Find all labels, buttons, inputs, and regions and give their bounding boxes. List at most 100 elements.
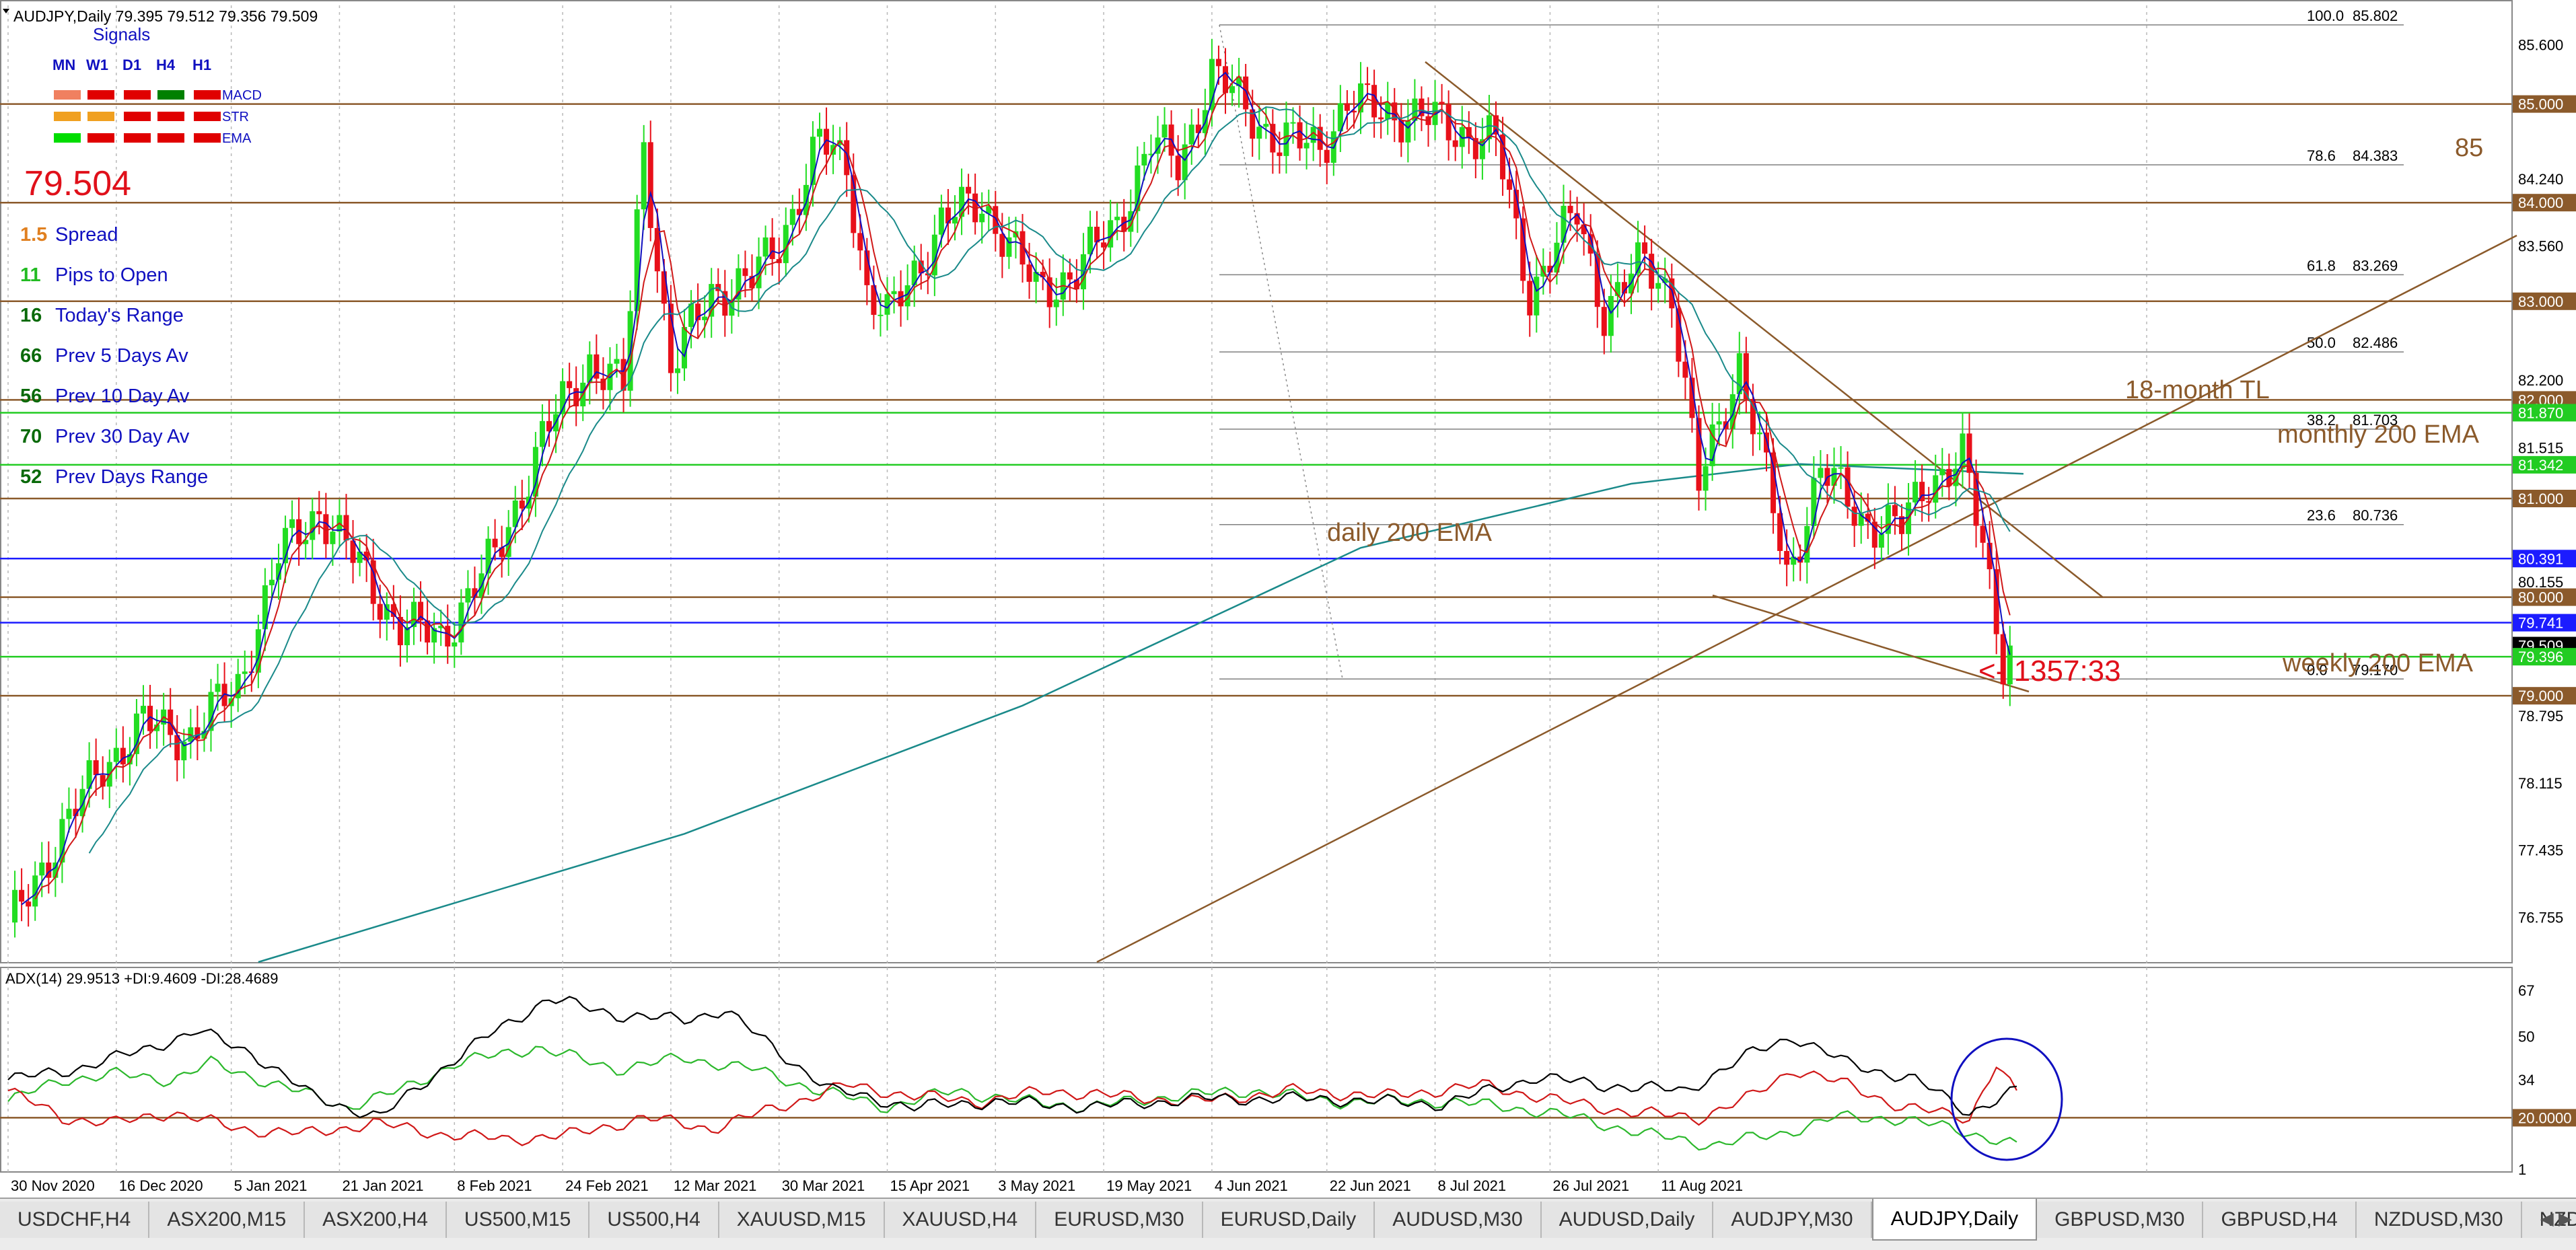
candle-body[interactable] [465,588,471,603]
candle-body[interactable] [654,227,660,272]
candle-body[interactable] [1878,534,1884,548]
candle-body[interactable] [1310,126,1316,143]
candle-body[interactable] [1182,144,1188,180]
candle-body[interactable] [1486,115,1492,139]
candle-body[interactable] [1574,213,1580,225]
candle-body[interactable] [39,862,45,876]
candle-body[interactable] [1851,507,1857,526]
candle-body[interactable] [1594,253,1600,307]
candle-body[interactable] [1398,120,1404,143]
candle-body[interactable] [519,500,525,509]
candle-body[interactable] [1236,76,1242,87]
candle-body[interactable] [330,531,336,544]
candle-body[interactable] [634,209,640,311]
candle-body[interactable] [1019,231,1026,265]
candle-body[interactable] [911,260,917,286]
candle-body[interactable] [722,291,728,316]
tab-us500-m15[interactable]: US500,M15 [446,1202,590,1238]
candle-body[interactable] [1243,76,1249,110]
candle-body[interactable] [1128,211,1134,232]
tab-audusd-m30[interactable]: AUDUSD,M30 [1375,1202,1542,1238]
adx-highlight-circle[interactable] [1950,1037,2063,1161]
candle-body[interactable] [1649,254,1655,289]
candle-body[interactable] [1892,505,1898,517]
candle-body[interactable] [1303,143,1310,149]
candle-body[interactable] [1114,217,1120,221]
candle-body[interactable] [438,626,444,628]
candle-body[interactable] [857,233,863,251]
candle-body[interactable] [1912,482,1919,503]
candle-body[interactable] [1479,139,1485,159]
candle-body[interactable] [1966,433,1972,473]
tab-audjpy-daily[interactable]: AUDJPY,Daily [1871,1199,2038,1241]
candle-body[interactable] [762,237,768,257]
candle-body[interactable] [1709,424,1715,466]
candle-body[interactable] [1324,149,1330,163]
candle-body[interactable] [1608,295,1614,336]
candle-body[interactable] [1621,282,1627,294]
candle-body[interactable] [1067,272,1073,280]
candle-body[interactable] [242,671,248,674]
candle-body[interactable] [1121,217,1127,232]
tab-audusd-daily[interactable]: AUDUSD,Daily [1541,1202,1714,1238]
candle-body[interactable] [1635,242,1641,274]
candle-body[interactable] [425,620,431,643]
candle-body[interactable] [19,889,25,902]
candle-body[interactable] [817,128,822,137]
candle-body[interactable] [986,206,992,214]
candle-body[interactable] [1696,418,1702,491]
candle-body[interactable] [898,291,904,307]
tab-xauusd-m15[interactable]: XAUUSD,M15 [719,1202,885,1238]
candle-body[interactable] [1392,102,1398,120]
candle-body[interactable] [1662,278,1668,283]
candle-body[interactable] [1756,432,1762,435]
candle-body[interactable] [1283,122,1289,156]
candle-body[interactable] [181,741,187,761]
candle-body[interactable] [1811,478,1817,526]
candle-body[interactable] [127,753,133,765]
candle-body[interactable] [952,217,958,224]
candle-body[interactable] [79,788,85,817]
candle-body[interactable] [235,673,241,698]
candle-body[interactable] [113,747,119,762]
candle-body[interactable] [674,368,680,373]
candle-body[interactable] [864,250,870,285]
candle-body[interactable] [736,268,742,300]
candle-body[interactable] [66,809,72,819]
candle-body[interactable] [959,186,965,217]
candle-body[interactable] [512,500,518,527]
tab-eurusd-m30[interactable]: EURUSD,M30 [1036,1202,1203,1238]
candle-body[interactable] [878,314,884,316]
candle-body[interactable] [120,747,126,765]
candle-body[interactable] [1831,468,1837,486]
candle-body[interactable] [1729,394,1736,429]
candle-body[interactable] [709,284,715,317]
candle-body[interactable] [1791,556,1797,565]
candle-body[interactable] [1885,505,1891,534]
candle-body[interactable] [59,819,65,863]
candle-body[interactable] [1053,299,1059,307]
candle-body[interactable] [431,628,437,643]
candle-body[interactable] [1046,277,1052,307]
candle-body[interactable] [1155,137,1161,154]
candle-body[interactable] [567,381,573,388]
tab-gbpusd-m30[interactable]: GBPUSD,M30 [2037,1202,2204,1238]
candle-body[interactable] [573,388,579,407]
candle-body[interactable] [1676,308,1682,362]
candle-body[interactable] [100,775,106,787]
candle-body[interactable] [837,140,843,145]
candle-body[interactable] [1445,104,1452,141]
candle-body[interactable] [46,862,52,878]
candle-body[interactable] [1933,475,1939,503]
candle-body[interactable] [147,706,153,731]
candle-body[interactable] [154,724,160,731]
candle-body[interactable] [12,889,18,923]
candle-body[interactable] [1452,140,1458,147]
tab-asx200-m15[interactable]: ASX200,M15 [149,1202,306,1238]
candle-body[interactable] [1547,266,1553,273]
candle-body[interactable] [262,585,268,630]
candle-body[interactable] [2000,634,2006,685]
candle-body[interactable] [1337,103,1343,132]
candle-body[interactable] [851,175,857,233]
candle-body[interactable] [194,727,201,739]
